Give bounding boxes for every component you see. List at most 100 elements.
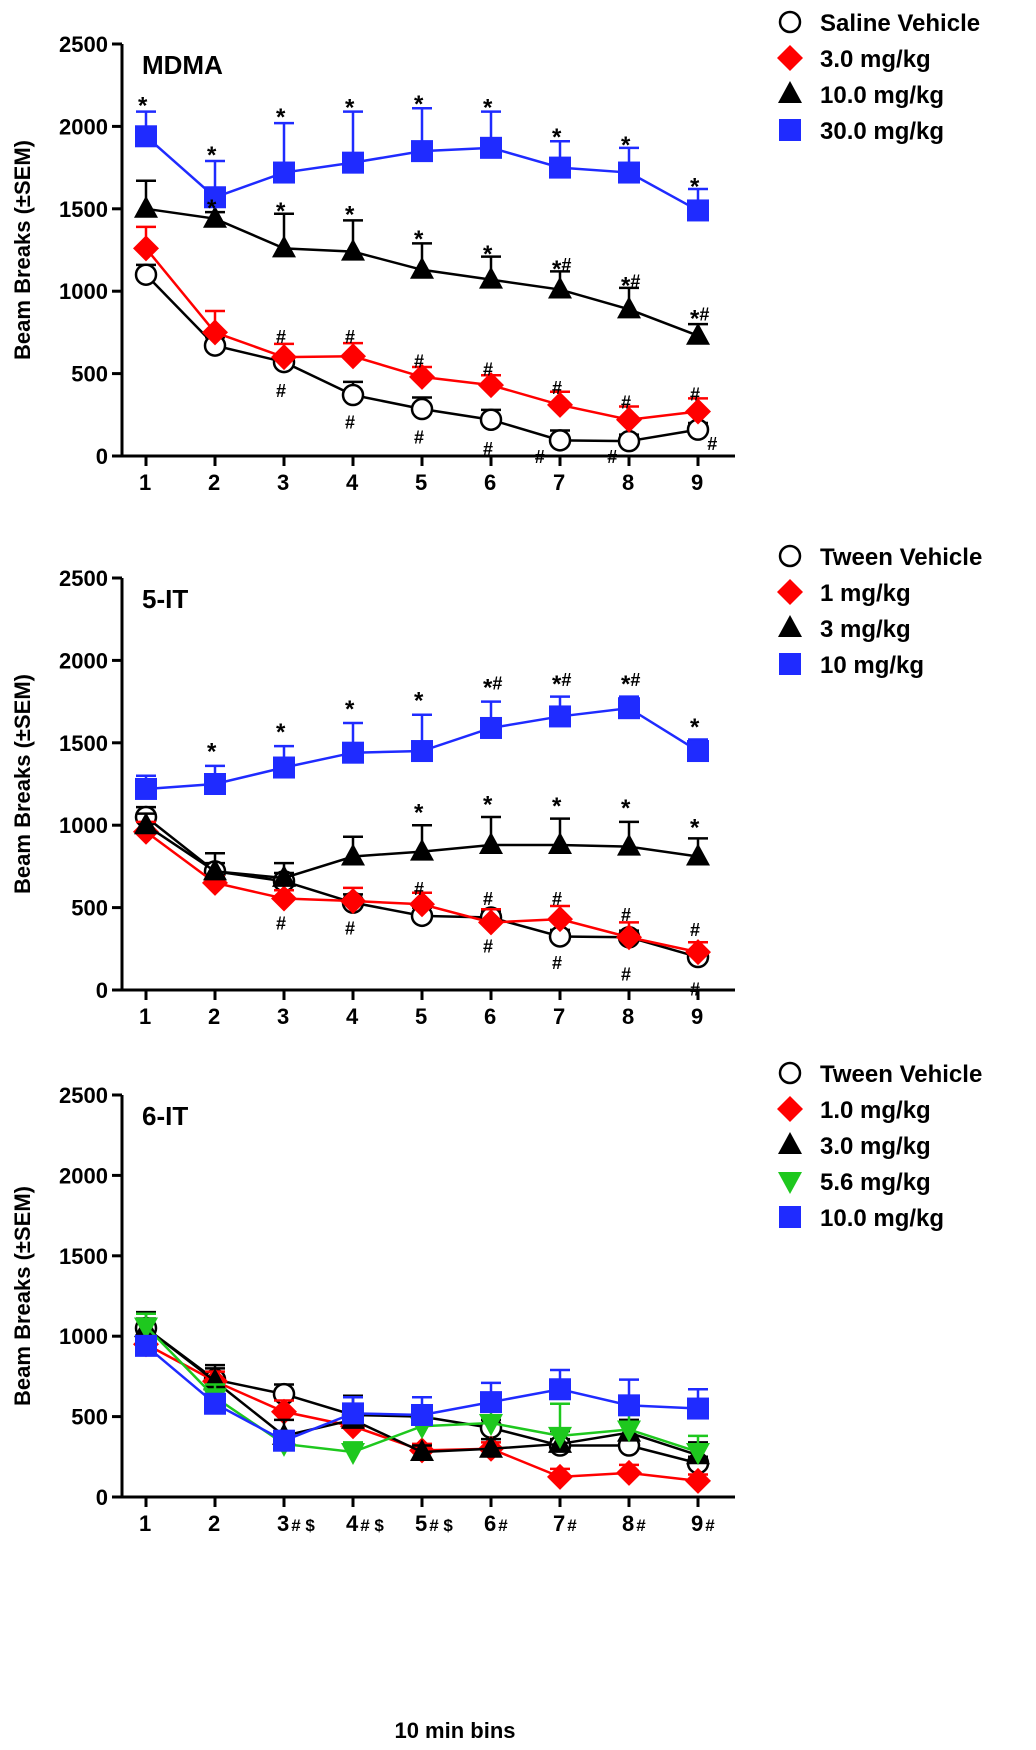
x-tick-label: 5	[415, 470, 427, 495]
legend-label: 5.6 mg/kg	[820, 1169, 931, 1196]
data-point	[271, 885, 297, 912]
data-point	[479, 1414, 503, 1437]
data-point	[271, 1398, 297, 1425]
data-point	[203, 858, 227, 881]
x-tick-label: 5 # $	[415, 1511, 453, 1536]
significance-mark: #	[483, 889, 493, 909]
chart-panel-3: 0 500 1000 1500 2000 2500 1 2 3 # $ 4 # $ 5 # $ 6 # 7 # 8 #…	[10, 1061, 982, 1536]
significance-mark: #	[552, 953, 562, 973]
series-3	[134, 1310, 710, 1465]
data-point	[547, 391, 573, 418]
legend-marker	[778, 1061, 802, 1085]
significance-mark: #	[690, 384, 700, 404]
data-point	[548, 429, 572, 452]
panel-title: 6-IT	[142, 1101, 188, 1131]
y-axis-label: Beam Breaks (±SEM)	[10, 1186, 35, 1406]
x-tick-label: 7	[553, 470, 565, 495]
data-point	[478, 372, 504, 399]
y-tick-label: 2500	[59, 566, 108, 591]
data-point	[618, 1394, 640, 1417]
data-point	[341, 383, 365, 407]
significance-mark: #	[607, 447, 617, 467]
significance-mark: #	[345, 327, 355, 347]
y-tick-label: 1500	[59, 731, 108, 756]
x-tick-label: 1	[139, 1004, 151, 1029]
series-2	[133, 225, 711, 433]
significance-mark: *	[414, 91, 424, 118]
y-tick-label: 1000	[59, 1324, 108, 1349]
data-point	[616, 406, 642, 433]
x-axis-label: 10 min bins	[394, 1718, 515, 1743]
significance-mark: *	[552, 124, 562, 151]
significance-mark: *	[345, 201, 355, 228]
x-tick-label: 1	[139, 470, 151, 495]
x-tick-label: 3	[277, 1004, 289, 1029]
chart-panel-2: 0 500 1000 1500 2000 2500 1 2 3 4 5 6 7 8 9 Beam Breaks…	[10, 544, 982, 1029]
significance-mark: *#	[552, 670, 571, 698]
data-point	[617, 296, 641, 319]
y-tick-label: 500	[71, 896, 108, 921]
significance-mark: #	[345, 412, 355, 432]
x-tick-label: 4	[346, 470, 359, 495]
data-point	[204, 186, 226, 209]
significance-mark: *	[345, 696, 355, 723]
data-point	[685, 939, 711, 966]
data-point	[411, 1403, 433, 1426]
data-point	[340, 888, 366, 915]
significance-mark: *	[414, 226, 424, 253]
significance-mark: #	[345, 918, 355, 938]
legend-label: 3 mg/kg	[820, 616, 911, 643]
data-point	[410, 397, 434, 421]
data-point	[134, 1317, 158, 1340]
legend-marker	[778, 10, 802, 34]
data-point	[548, 831, 572, 854]
data-point	[202, 319, 228, 346]
significance-mark: *	[483, 791, 493, 818]
legend-marker	[778, 615, 802, 637]
significance-mark: #	[690, 920, 700, 940]
significance-mark: #	[483, 439, 493, 459]
x-tick-label: 6	[484, 1004, 496, 1029]
legend-label: 3.0 mg/kg	[820, 46, 931, 73]
significance-mark: *	[276, 719, 286, 746]
legend-label: 10 mg/kg	[820, 652, 924, 679]
data-point	[687, 740, 709, 763]
x-tick-label: 8	[622, 1004, 634, 1029]
series-4	[135, 695, 709, 800]
legend-label: Saline Vehicle	[820, 10, 980, 37]
x-tick-label: 3	[277, 470, 289, 495]
significance-mark: *	[690, 714, 700, 741]
data-point	[271, 344, 297, 371]
x-tick-label: 4	[346, 1004, 359, 1029]
data-point	[618, 697, 640, 720]
legend: Tween Vehicle 1 mg/kg 3 mg/kg 10 mg/kg	[777, 544, 982, 679]
significance-mark: #	[690, 979, 700, 999]
y-axis-label: Beam Breaks (±SEM)	[10, 674, 35, 894]
significance-mark: *	[621, 132, 631, 159]
y-tick-label: 500	[71, 1405, 108, 1430]
panel-title: 5-IT	[142, 584, 188, 614]
data-point	[134, 812, 158, 835]
data-point	[204, 773, 226, 795]
data-point	[686, 1442, 710, 1465]
data-point	[685, 398, 711, 425]
legend-label: 1.0 mg/kg	[820, 1097, 931, 1124]
legend-label: 30.0 mg/kg	[820, 118, 944, 145]
x-tick-label: 8	[622, 470, 634, 495]
legend-label: 3.0 mg/kg	[820, 1133, 931, 1160]
data-point	[616, 924, 642, 951]
significance-mark: #	[535, 447, 545, 467]
significance-mark: #	[707, 434, 717, 454]
significance-mark: *	[483, 94, 493, 121]
significance-mark: *#	[690, 304, 709, 332]
y-tick-label: 1000	[59, 813, 108, 838]
x-tick-label: 7	[553, 1004, 565, 1029]
legend-marker	[779, 119, 801, 141]
data-point	[272, 864, 296, 887]
significance-mark: #	[276, 913, 286, 933]
data-point	[135, 125, 157, 148]
y-tick-label: 2000	[59, 1163, 108, 1188]
y-tick-label: 2500	[59, 32, 108, 57]
data-point	[342, 151, 364, 174]
data-point	[342, 1402, 364, 1425]
